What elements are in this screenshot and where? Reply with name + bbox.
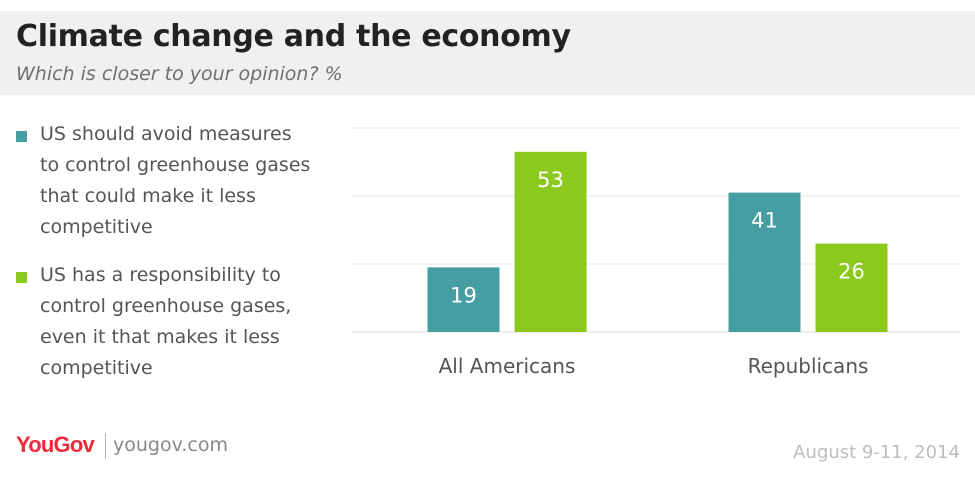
bar-value-label: 26: [838, 260, 865, 284]
chart-subtitle: Which is closer to your opinion? %: [16, 63, 343, 85]
legend-label: US has a responsibility to control green…: [40, 264, 292, 379]
bar: [514, 151, 587, 332]
bar-value-label: 19: [450, 283, 477, 307]
logo-divider: [105, 433, 106, 459]
chart-header: Climate change and the economy Which is …: [0, 11, 975, 95]
bar-value-label: 41: [751, 209, 778, 233]
bar: [728, 192, 801, 332]
category-label: All Americans: [439, 354, 576, 378]
legend-swatch-teal: [16, 131, 27, 142]
bar: [815, 243, 888, 332]
legend-label: US should avoid measures to control gree…: [40, 123, 311, 238]
bar-value-label: 53: [537, 168, 564, 192]
category-label: Republicans: [748, 354, 869, 378]
yougov-logo: YouGov: [16, 432, 95, 457]
survey-date: August 9-11, 2014: [793, 442, 960, 463]
site-url[interactable]: yougov.com: [113, 434, 228, 456]
legend-swatch-green: [16, 272, 27, 283]
chart-title: Climate change and the economy: [16, 19, 571, 54]
bar: [427, 267, 500, 332]
